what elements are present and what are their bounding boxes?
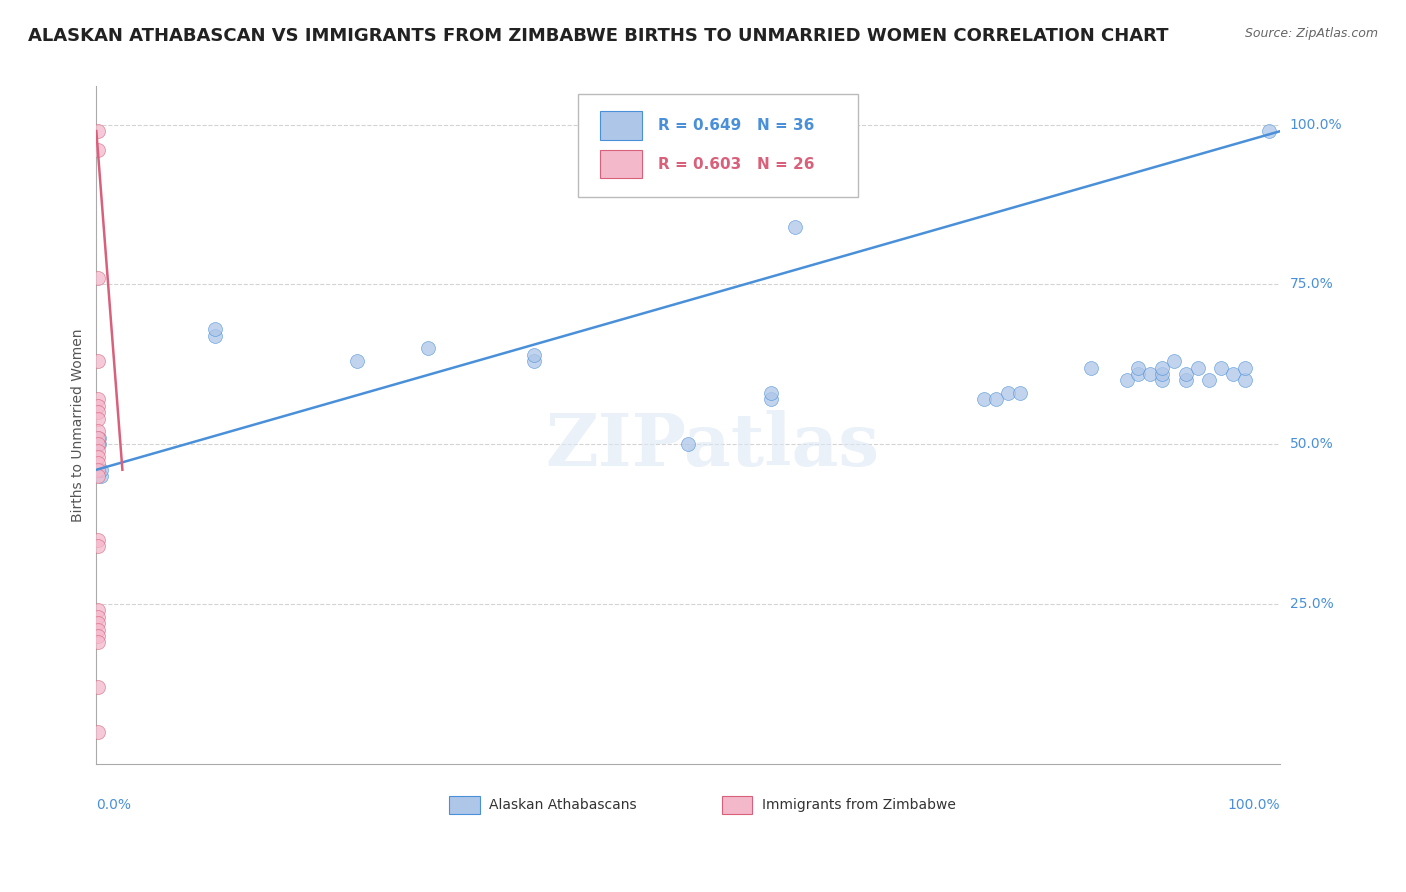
Point [86, 616, 108, 631]
Point [783, 219, 806, 234]
Point [204, 328, 226, 343]
Point [86, 392, 108, 407]
Point [86, 463, 108, 477]
Point [1233, 373, 1256, 387]
Point [1174, 373, 1197, 387]
Point [86, 425, 108, 439]
FancyBboxPatch shape [721, 797, 752, 814]
Point [1163, 354, 1185, 368]
Point [86, 271, 108, 285]
Text: 50.0%: 50.0% [1289, 437, 1334, 451]
Point [973, 392, 995, 407]
Text: R = 0.603   N = 26: R = 0.603 N = 26 [658, 157, 814, 172]
Point [1150, 367, 1173, 381]
Text: ZIPatlas: ZIPatlas [546, 409, 879, 481]
Point [1150, 360, 1173, 375]
Point [204, 322, 226, 336]
Point [86, 437, 108, 451]
Point [416, 342, 439, 356]
Point [1150, 373, 1173, 387]
Point [87, 437, 110, 451]
Point [346, 354, 368, 368]
FancyBboxPatch shape [599, 112, 643, 140]
Point [86, 724, 108, 739]
Text: 25.0%: 25.0% [1289, 597, 1334, 611]
FancyBboxPatch shape [599, 150, 643, 178]
Text: R = 0.649   N = 36: R = 0.649 N = 36 [658, 118, 814, 133]
Point [1139, 367, 1161, 381]
Text: 0.0%: 0.0% [97, 797, 131, 812]
Point [1128, 360, 1150, 375]
FancyBboxPatch shape [578, 95, 858, 197]
Point [90, 463, 112, 477]
Point [86, 635, 108, 649]
Point [86, 399, 108, 413]
Point [86, 124, 108, 138]
Point [86, 143, 108, 157]
Point [1080, 360, 1102, 375]
Text: Alaskan Athabascans: Alaskan Athabascans [489, 798, 637, 812]
Point [523, 348, 546, 362]
Point [1257, 124, 1279, 138]
Point [86, 354, 108, 368]
Point [761, 392, 783, 407]
Point [86, 629, 108, 643]
Point [523, 354, 546, 368]
Y-axis label: Births to Unmarried Women: Births to Unmarried Women [72, 328, 86, 522]
Point [86, 456, 108, 470]
FancyBboxPatch shape [449, 797, 479, 814]
Point [678, 437, 700, 451]
Point [86, 411, 108, 425]
Point [86, 540, 108, 554]
Point [86, 533, 108, 547]
Point [1115, 373, 1137, 387]
Text: 100.0%: 100.0% [1289, 118, 1343, 132]
Point [1198, 373, 1220, 387]
Text: 100.0%: 100.0% [1227, 797, 1281, 812]
Point [86, 469, 108, 483]
Point [1008, 386, 1031, 401]
Point [1222, 367, 1244, 381]
Point [86, 603, 108, 617]
Point [86, 443, 108, 458]
Point [86, 450, 108, 464]
Point [1128, 367, 1150, 381]
Point [86, 431, 108, 445]
Point [1211, 360, 1233, 375]
Text: Source: ZipAtlas.com: Source: ZipAtlas.com [1244, 27, 1378, 40]
Text: Immigrants from Zimbabwe: Immigrants from Zimbabwe [762, 798, 956, 812]
Point [86, 623, 108, 637]
Point [1187, 360, 1209, 375]
Point [86, 609, 108, 624]
Point [90, 469, 112, 483]
Point [1233, 360, 1256, 375]
Point [1174, 367, 1197, 381]
Text: 75.0%: 75.0% [1289, 277, 1334, 292]
Point [87, 431, 110, 445]
Point [986, 392, 1008, 407]
Point [761, 386, 783, 401]
Point [86, 680, 108, 694]
Point [997, 386, 1019, 401]
Point [86, 405, 108, 419]
Text: ALASKAN ATHABASCAN VS IMMIGRANTS FROM ZIMBABWE BIRTHS TO UNMARRIED WOMEN CORRELA: ALASKAN ATHABASCAN VS IMMIGRANTS FROM ZI… [28, 27, 1168, 45]
